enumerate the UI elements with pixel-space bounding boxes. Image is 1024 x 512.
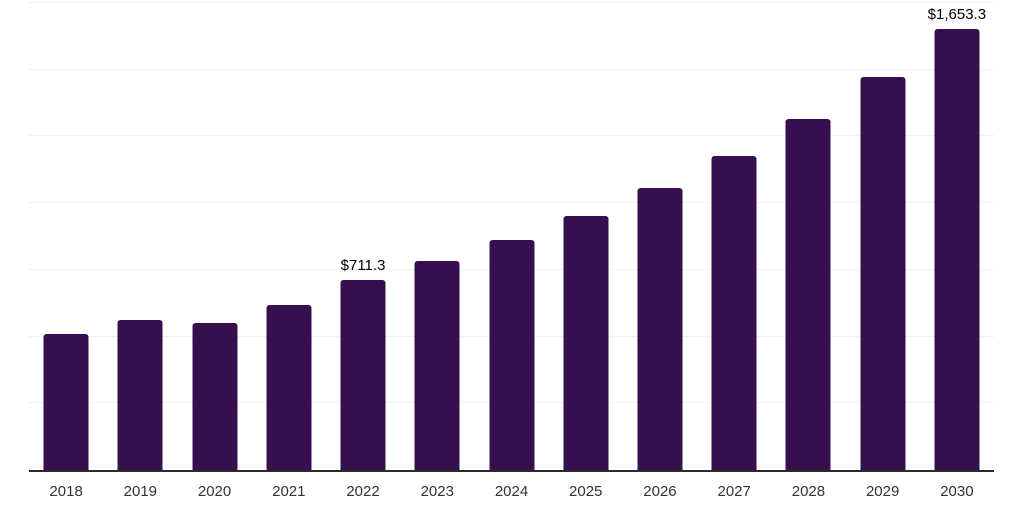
- gridline: [29, 2, 994, 3]
- gridline: [29, 68, 994, 70]
- bar: [414, 261, 460, 470]
- x-tick-label: 2025: [569, 483, 603, 500]
- bar: [340, 280, 386, 470]
- x-tick-label: 2021: [272, 483, 306, 500]
- bar: [563, 215, 609, 470]
- gridline: [29, 135, 994, 137]
- x-tick-label: 2027: [717, 483, 751, 500]
- bar: [266, 304, 312, 470]
- bar: [860, 77, 906, 470]
- x-tick-label: 2018: [49, 483, 83, 500]
- x-tick-label: 2020: [197, 483, 232, 500]
- data-label: $1,653.3: [927, 5, 987, 23]
- gridline: [29, 202, 994, 204]
- data-label: $711.3: [340, 257, 386, 275]
- x-tick-label: 2024: [494, 483, 529, 500]
- x-tick-label: 2028: [791, 483, 826, 500]
- bar: [43, 333, 89, 470]
- x-tick-label: 2019: [123, 483, 158, 500]
- bar: [192, 322, 238, 470]
- x-axis-labels: 2018 2019 2020 2021 2022 2023 2024 2025 2026 2027…: [29, 484, 994, 504]
- plot-area: $711.3 $1,653.3: [29, 2, 994, 472]
- bar: [934, 28, 980, 470]
- x-tick-label: 2023: [420, 483, 454, 500]
- bar: [489, 239, 534, 470]
- bar: [637, 187, 683, 470]
- bar: [785, 119, 831, 470]
- x-tick-label: 2029: [865, 483, 900, 500]
- bar: [711, 156, 757, 470]
- x-tick-label: 2026: [643, 483, 677, 500]
- x-tick-label: 2022: [346, 483, 380, 500]
- x-tick-label: 2030: [940, 483, 974, 500]
- bar: [117, 320, 163, 470]
